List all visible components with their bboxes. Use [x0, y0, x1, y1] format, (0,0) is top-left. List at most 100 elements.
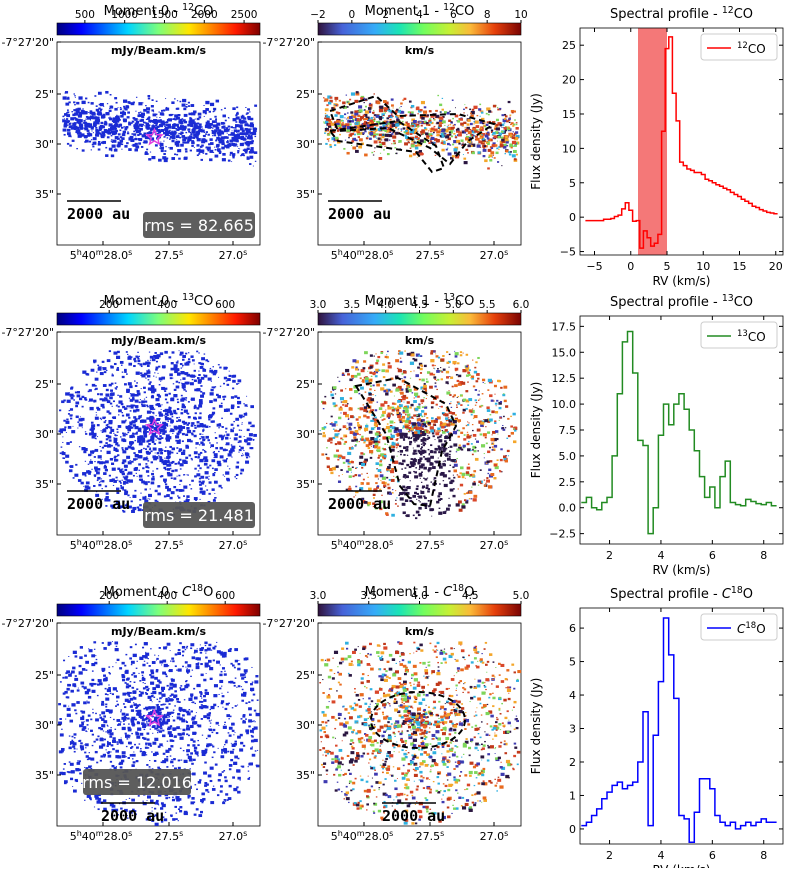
emission-pixel [235, 136, 239, 139]
emission-pixel [147, 373, 149, 375]
emission-pixel [182, 440, 184, 442]
emission-pixel [97, 393, 99, 395]
emission-pixel [380, 403, 384, 406]
emission-pixel [204, 450, 205, 451]
emission-pixel [181, 132, 184, 134]
emission-pixel [414, 475, 418, 478]
emission-pixel [434, 379, 436, 380]
emission-pixel [408, 431, 409, 432]
emission-pixel [102, 488, 103, 489]
emission-pixel [109, 110, 112, 112]
emission-pixel [325, 454, 327, 456]
x-tick-label: 5h40m28.0s [70, 248, 133, 262]
emission-pixel [201, 436, 202, 437]
emission-pixel [77, 391, 80, 393]
emission-pixel [146, 397, 147, 398]
emission-pixel [426, 122, 429, 124]
emission-pixel [215, 155, 219, 158]
emission-pixel [65, 120, 68, 122]
colorbar [57, 23, 260, 35]
emission-pixel [242, 115, 244, 116]
emission-pixel [516, 124, 518, 125]
emission-pixel [513, 150, 517, 153]
emission-pixel [151, 438, 154, 441]
emission-pixel [129, 398, 130, 399]
emission-pixel [357, 422, 359, 424]
emission-pixel [442, 98, 443, 99]
emission-pixel [140, 399, 141, 400]
emission-pixel [100, 446, 101, 447]
emission-pixel [411, 353, 414, 356]
emission-pixel [473, 495, 477, 498]
emission-pixel [473, 498, 477, 501]
emission-pixel [188, 138, 192, 141]
emission-pixel [154, 443, 156, 445]
emission-pixel [80, 416, 81, 417]
emission-pixel [413, 515, 415, 517]
emission-pixel [176, 489, 179, 491]
emission-pixel [148, 117, 150, 119]
emission-pixel [334, 144, 336, 146]
emission-pixel [500, 417, 502, 419]
emission-pixel [428, 471, 429, 472]
emission-pixel [352, 138, 353, 139]
emission-pixel [157, 452, 160, 454]
emission-pixel [91, 454, 92, 455]
emission-pixel [172, 351, 175, 353]
emission-pixel [177, 108, 180, 110]
emission-pixel [107, 136, 110, 138]
emission-pixel [112, 373, 113, 374]
emission-pixel [327, 466, 330, 469]
emission-pixel [171, 462, 174, 464]
emission-pixel [96, 105, 98, 107]
emission-pixel [452, 396, 454, 398]
emission-pixel [356, 123, 357, 124]
emission-pixel [473, 481, 475, 483]
emission-pixel [184, 410, 188, 413]
emission-pixel [166, 402, 168, 404]
emission-pixel [214, 455, 217, 458]
emission-pixel [343, 462, 346, 464]
emission-pixel [91, 469, 92, 470]
emission-pixel [179, 459, 181, 461]
emission-pixel [147, 411, 151, 414]
emission-pixel [252, 425, 255, 428]
emission-pixel [210, 118, 212, 120]
emission-pixel [443, 480, 444, 481]
emission-pixel [111, 154, 114, 157]
emission-pixel [383, 385, 384, 386]
emission-pixel [122, 459, 126, 462]
emission-pixel [98, 141, 100, 143]
emission-pixel [239, 436, 242, 438]
emission-pixel [213, 131, 216, 133]
emission-pixel [405, 122, 407, 124]
emission-pixel [382, 134, 384, 135]
emission-pixel [79, 123, 83, 126]
emission-pixel [133, 424, 136, 426]
emission-pixel [94, 95, 96, 97]
emission-pixel [498, 133, 501, 136]
emission-pixel [113, 485, 114, 486]
emission-pixel [85, 433, 87, 435]
emission-pixel [149, 499, 150, 500]
emission-pixel [87, 134, 90, 136]
emission-pixel [222, 153, 225, 156]
emission-pixel [136, 382, 138, 383]
emission-pixel [91, 430, 94, 432]
emission-pixel [513, 428, 515, 429]
emission-pixel [449, 376, 450, 377]
emission-pixel [185, 132, 187, 133]
emission-pixel [459, 509, 463, 512]
emission-pixel [67, 125, 68, 126]
emission-pixel [185, 391, 187, 392]
emission-pixel [337, 112, 340, 114]
emission-pixel [137, 438, 141, 441]
emission-pixel [326, 118, 330, 121]
emission-pixel [206, 131, 208, 133]
emission-pixel [192, 128, 194, 130]
emission-pixel [59, 430, 61, 432]
emission-pixel [191, 425, 194, 427]
emission-pixel [202, 434, 203, 435]
emission-pixel [415, 145, 417, 147]
emission-pixel [239, 119, 242, 121]
